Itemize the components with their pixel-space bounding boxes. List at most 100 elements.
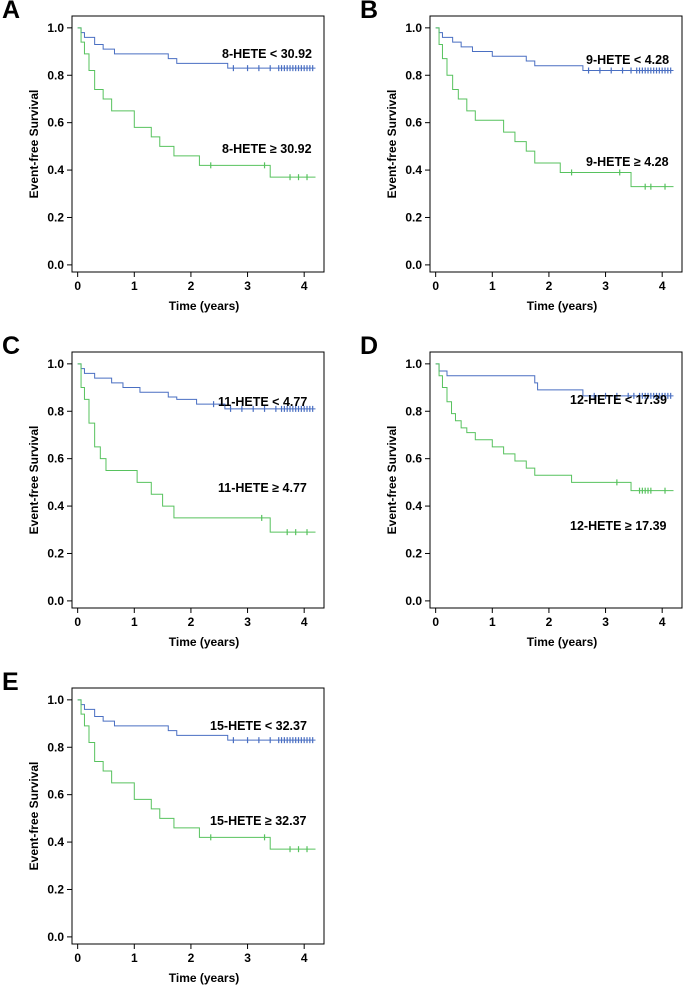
panel-letter-e: E — [2, 668, 19, 696]
y-tick-label: 1.0 — [405, 21, 422, 35]
x-tick-label: 4 — [301, 615, 308, 629]
x-tick-label: 2 — [546, 279, 553, 293]
x-tick-label: 2 — [546, 615, 553, 629]
x-axis-label: Time (years) — [169, 299, 239, 313]
x-tick-label: 1 — [131, 279, 138, 293]
plot-svg-e: 0.0 0.2 0.4 0.6 0.8 1.0 0 1 2 3 4 Time (years) Event… — [27, 687, 325, 985]
plot-frame — [71, 687, 325, 945]
y-axis-label: Event-free Survival — [385, 90, 399, 199]
survival-curve-high — [435, 27, 674, 188]
y-axis-label: Event-free Survival — [385, 426, 399, 535]
y-tick-label: 0.6 — [405, 452, 422, 466]
y-tick-label: 0.8 — [47, 404, 64, 418]
x-tick-label: 1 — [131, 951, 138, 965]
panel-letter-b: B — [360, 0, 379, 24]
x-tick-label: 0 — [74, 615, 81, 629]
plot-svg-c: 0.0 0.2 0.4 0.6 0.8 1.0 0 1 2 3 4 Time (years) Event… — [27, 351, 325, 649]
y-tick-label: 0.0 — [47, 594, 64, 608]
y-tick-label: 0.6 — [47, 788, 64, 802]
x-tick-label: 3 — [602, 279, 609, 293]
x-tick-label: 1 — [489, 279, 496, 293]
y-tick-label: 0.8 — [405, 404, 422, 418]
panel-letter-c: C — [2, 332, 21, 360]
survival-curve-high — [77, 363, 316, 533]
group-label-high: 11-HETE ≥ 4.77 — [218, 481, 307, 495]
y-tick-label: 0.8 — [47, 68, 64, 82]
x-tick-label: 0 — [432, 279, 439, 293]
x-tick-label: 3 — [244, 279, 251, 293]
y-axis-label: Event-free Survival — [27, 762, 41, 871]
group-label-high: 8-HETE ≥ 30.92 — [222, 142, 312, 156]
survival-curve-low — [77, 363, 316, 410]
x-tick-label: 0 — [74, 951, 81, 965]
y-tick-label: 0.0 — [47, 258, 64, 272]
y-tick-label: 1.0 — [47, 21, 64, 35]
y-tick-label: 1.0 — [47, 357, 64, 371]
y-tick-label: 0.6 — [47, 452, 64, 466]
y-axis-label: Event-free Survival — [27, 426, 41, 535]
group-label-low: 12-HETE < 17.39 — [570, 393, 667, 407]
y-tick-label: 0.4 — [47, 163, 64, 177]
x-tick-label: 3 — [244, 615, 251, 629]
y-tick-label: 0.2 — [47, 210, 64, 224]
x-axis-label: Time (years) — [527, 635, 597, 649]
y-tick-label: 0.8 — [405, 68, 422, 82]
y-tick-label: 0.0 — [405, 258, 422, 272]
x-tick-label: 3 — [244, 951, 251, 965]
survival-curve-high — [435, 363, 674, 492]
x-tick-label: 1 — [489, 615, 496, 629]
survival-plot-e: E 0.0 0.2 0.4 0.6 0.8 1.0 0 1 2 3 4 Time (years) Eve… — [0, 668, 330, 1002]
plot-frame — [429, 351, 683, 609]
plot-svg-b: 0.0 0.2 0.4 0.6 0.8 1.0 0 1 2 3 4 Time (years) Event… — [385, 15, 683, 313]
y-tick-label: 0.8 — [47, 740, 64, 754]
y-tick-label: 0.2 — [47, 882, 64, 896]
group-label-high: 12-HETE ≥ 17.39 — [570, 519, 667, 533]
x-tick-label: 0 — [432, 615, 439, 629]
group-label-low: 15-HETE < 32.37 — [210, 719, 307, 733]
y-tick-label: 0.2 — [47, 546, 64, 560]
group-label-low: 8-HETE < 30.92 — [222, 47, 312, 61]
y-tick-label: 0.6 — [405, 116, 422, 130]
y-tick-label: 0.4 — [405, 163, 422, 177]
y-tick-label: 1.0 — [47, 693, 64, 707]
y-tick-label: 0.0 — [47, 930, 64, 944]
y-tick-label: 0.4 — [405, 499, 422, 513]
plot-frame — [429, 15, 683, 273]
x-axis-label: Time (years) — [169, 971, 239, 985]
survival-plot-c: C 0.0 0.2 0.4 0.6 0.8 1.0 0 1 2 3 4 Time (years) Eve… — [0, 332, 330, 666]
x-tick-label: 4 — [659, 279, 666, 293]
x-tick-label: 3 — [602, 615, 609, 629]
survival-curve-low — [77, 27, 316, 69]
x-tick-label: 2 — [188, 615, 195, 629]
x-axis-label: Time (years) — [169, 635, 239, 649]
plot-frame — [71, 15, 325, 273]
y-tick-label: 0.6 — [47, 116, 64, 130]
survival-curve-low — [435, 27, 674, 72]
x-tick-label: 0 — [74, 279, 81, 293]
plot-svg-d: 0.0 0.2 0.4 0.6 0.8 1.0 0 1 2 3 4 Time (years) Event… — [385, 351, 683, 649]
x-tick-label: 4 — [659, 615, 666, 629]
y-tick-label: 0.2 — [405, 210, 422, 224]
y-tick-label: 0.2 — [405, 546, 422, 560]
plot-frame — [71, 351, 325, 609]
x-tick-label: 2 — [188, 279, 195, 293]
survival-curve-low — [435, 363, 674, 397]
panel-letter-a: A — [2, 0, 21, 24]
panel-letter-d: D — [360, 332, 379, 360]
group-label-low: 11-HETE < 4.77 — [218, 395, 307, 409]
survival-curve-high — [77, 27, 316, 178]
plot-svg-a: 0.0 0.2 0.4 0.6 0.8 1.0 0 1 2 3 4 Time (years) Event… — [27, 15, 325, 313]
x-tick-label: 4 — [301, 279, 308, 293]
y-axis-label: Event-free Survival — [27, 90, 41, 199]
survival-plot-b: B 0.0 0.2 0.4 0.6 0.8 1.0 0 1 2 3 4 Time (years) Eve… — [358, 0, 685, 330]
survival-plot-a: A 0.0 0.2 0.4 0.6 0.8 1.0 0 1 2 3 4 Time (years) Eve… — [0, 0, 330, 330]
group-label-high: 15-HETE ≥ 32.37 — [210, 814, 307, 828]
y-tick-label: 1.0 — [405, 357, 422, 371]
survival-curve-high — [77, 699, 316, 850]
group-label-low: 9-HETE < 4.28 — [586, 53, 669, 67]
survival-plot-d: D 0.0 0.2 0.4 0.6 0.8 1.0 0 1 2 3 4 Time (years) Eve… — [358, 332, 685, 666]
group-label-high: 9-HETE ≥ 4.28 — [586, 155, 669, 169]
y-tick-label: 0.4 — [47, 499, 64, 513]
y-tick-label: 0.0 — [405, 594, 422, 608]
x-tick-label: 1 — [131, 615, 138, 629]
